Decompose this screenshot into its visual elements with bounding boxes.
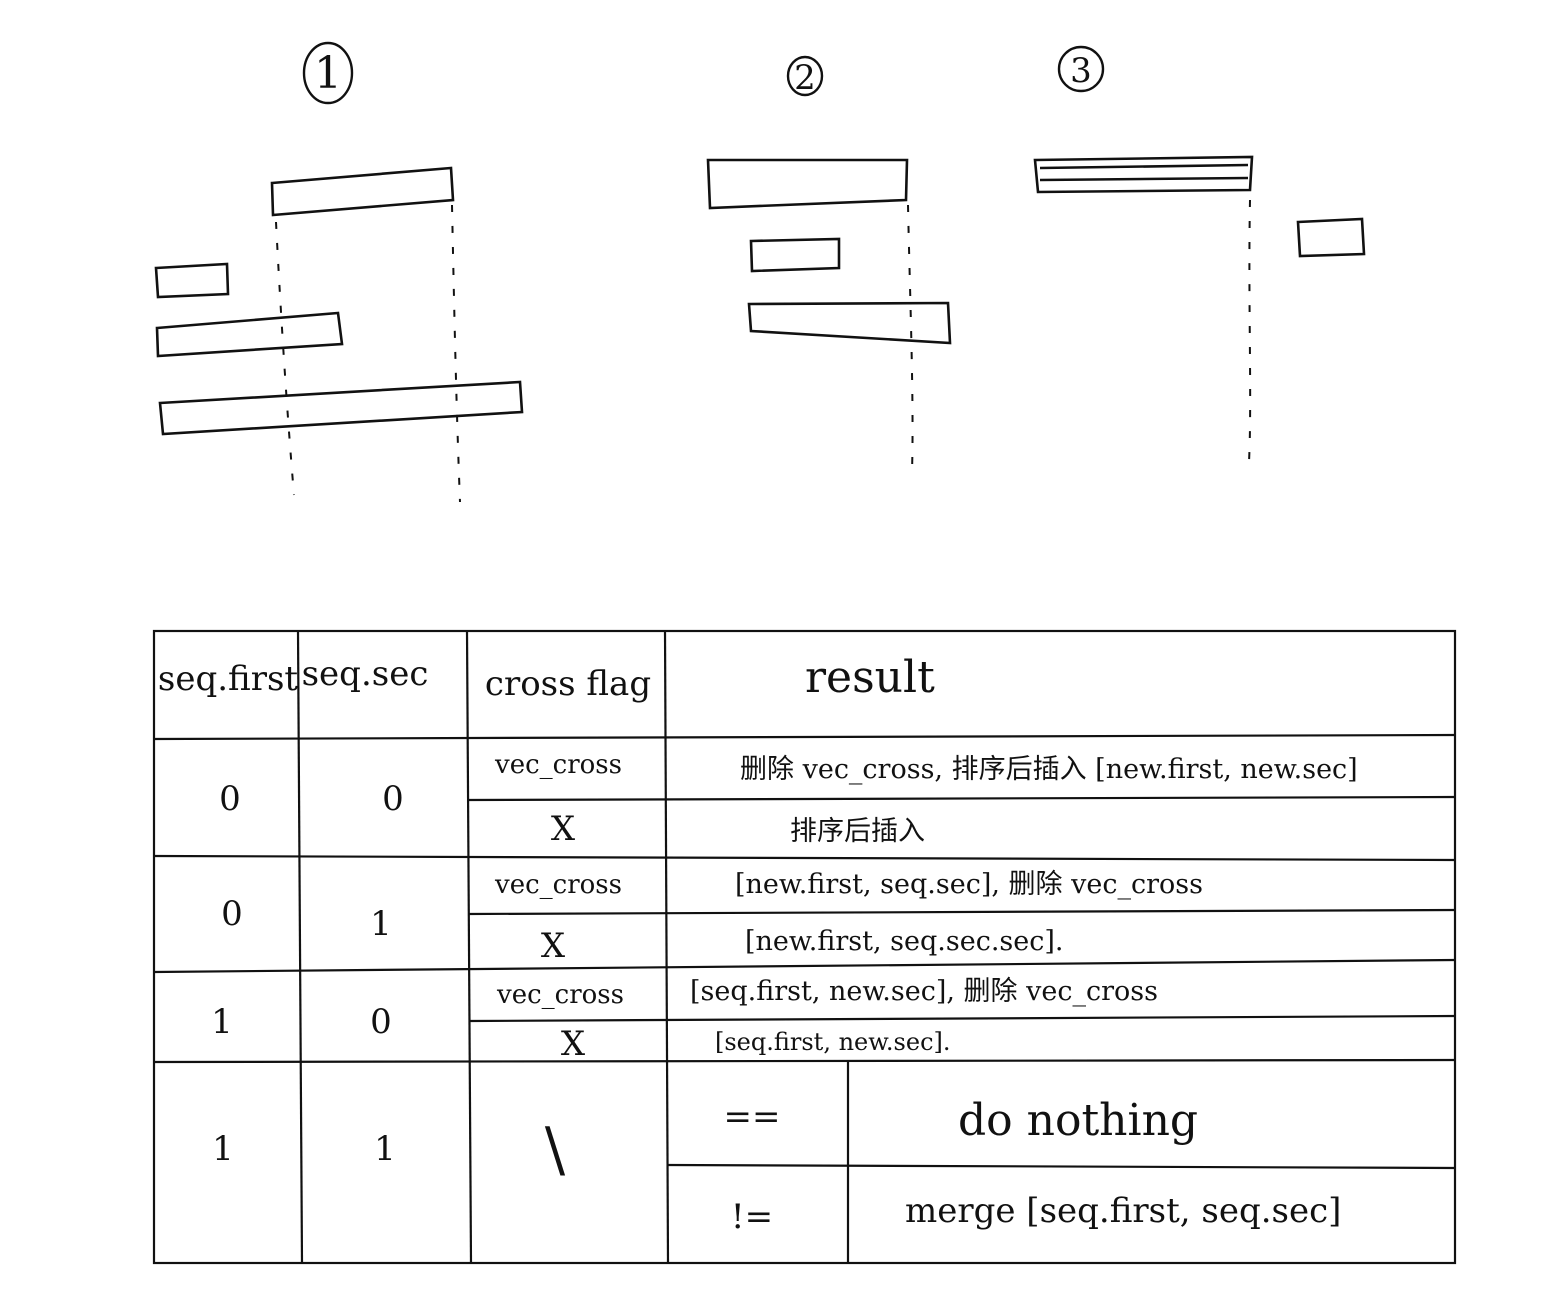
row2-flag-a: vec_cross bbox=[494, 870, 622, 900]
diagram-2-label: 2 bbox=[794, 58, 816, 98]
row1-seq-first: 0 bbox=[219, 779, 241, 819]
diagram-2-right-guide bbox=[907, 204, 914, 473]
row-divider-2a bbox=[467, 908, 1456, 916]
row1-result-b: 排序后插入 bbox=[790, 816, 925, 847]
col-divider-1 bbox=[296, 630, 304, 1264]
diagram-2-new-interval bbox=[706, 158, 909, 210]
diagram-1-interval-c bbox=[158, 380, 524, 436]
row4-seq-first: 1 bbox=[212, 1129, 234, 1169]
diagram-1-circle bbox=[302, 41, 354, 105]
header-result: result bbox=[805, 652, 935, 703]
row1-result-a: 删除 vec_cross, 排序后插入 [new.first, new.sec] bbox=[740, 754, 1358, 785]
diagram-1-interval-b bbox=[155, 311, 344, 358]
row4-result-equal: do nothing bbox=[958, 1095, 1198, 1146]
diagram-2-interval-b bbox=[747, 301, 952, 345]
row1-flag-a: vec_cross bbox=[494, 750, 622, 780]
diagram-3-new-interval bbox=[1033, 155, 1254, 194]
table-border bbox=[152, 629, 1457, 1265]
row3-flag-b: X bbox=[561, 1024, 586, 1064]
row3-flag-a: vec_cross bbox=[496, 980, 624, 1010]
row2-result-a: [new.first, seq.sec], 删除 vec_cross bbox=[735, 869, 1203, 900]
row4-cmp-equal: == bbox=[724, 1097, 781, 1137]
row2-seq-first: 0 bbox=[221, 894, 243, 934]
row4-cmp-notequal: != bbox=[731, 1197, 773, 1237]
row1-flag-b: X bbox=[551, 809, 576, 849]
diagram-1: 1 bbox=[154, 41, 524, 503]
header-seq-first: seq.first bbox=[158, 659, 299, 699]
diagram-1-label: 1 bbox=[314, 48, 342, 99]
row-divider-header bbox=[153, 733, 1456, 741]
row-divider-3a bbox=[469, 1014, 1456, 1023]
row4-result-notequal: merge [seq.first, seq.sec] bbox=[905, 1191, 1341, 1231]
row1-seq-sec: 0 bbox=[382, 779, 404, 819]
diagram-2: 2 bbox=[706, 55, 952, 473]
diagram-3: 3 bbox=[1033, 45, 1366, 463]
row2-flag-b: X bbox=[541, 926, 566, 966]
row-divider-3 bbox=[153, 1058, 1456, 1064]
col-divider-3 bbox=[663, 630, 670, 1264]
diagram-3-label: 3 bbox=[1070, 51, 1092, 91]
diagram-1-interval-a bbox=[154, 262, 230, 299]
diagram-3-new-interval-fill bbox=[1039, 163, 1249, 182]
diagram-3-circle bbox=[1057, 45, 1105, 93]
diagram-2-interval-a bbox=[749, 237, 841, 273]
diagram-1-right-guide bbox=[451, 204, 461, 503]
row-divider-4a bbox=[667, 1163, 1456, 1170]
row2-seq-sec: 1 bbox=[370, 904, 392, 944]
col-divider-2 bbox=[465, 630, 473, 1264]
row-divider-1 bbox=[153, 854, 1456, 862]
diagram-3-right-guide bbox=[1248, 199, 1252, 463]
diagram-3-interval-a bbox=[1296, 217, 1366, 258]
row-divider-1a bbox=[467, 795, 1456, 802]
header-seq-sec: seq.sec bbox=[302, 654, 429, 694]
row4-seq-sec: 1 bbox=[374, 1129, 396, 1169]
row4-flag: \ bbox=[545, 1115, 566, 1185]
header-cross-flag: cross flag bbox=[485, 664, 651, 704]
diagram-1-left-guide bbox=[275, 221, 295, 496]
decision-table: seq.first seq.sec cross flag result 0 0 … bbox=[152, 629, 1457, 1265]
row2-result-b: [new.first, seq.sec.sec]. bbox=[745, 926, 1064, 957]
diagram-1-new-interval bbox=[270, 166, 455, 217]
row3-result-a: [seq.first, new.sec], 删除 vec_cross bbox=[690, 976, 1158, 1007]
row3-seq-first: 1 bbox=[211, 1002, 233, 1042]
diagram-2-circle bbox=[786, 55, 824, 97]
row3-seq-sec: 0 bbox=[370, 1002, 392, 1042]
row-divider-2 bbox=[153, 958, 1456, 974]
row3-result-b: [seq.first, new.sec]. bbox=[715, 1028, 951, 1056]
